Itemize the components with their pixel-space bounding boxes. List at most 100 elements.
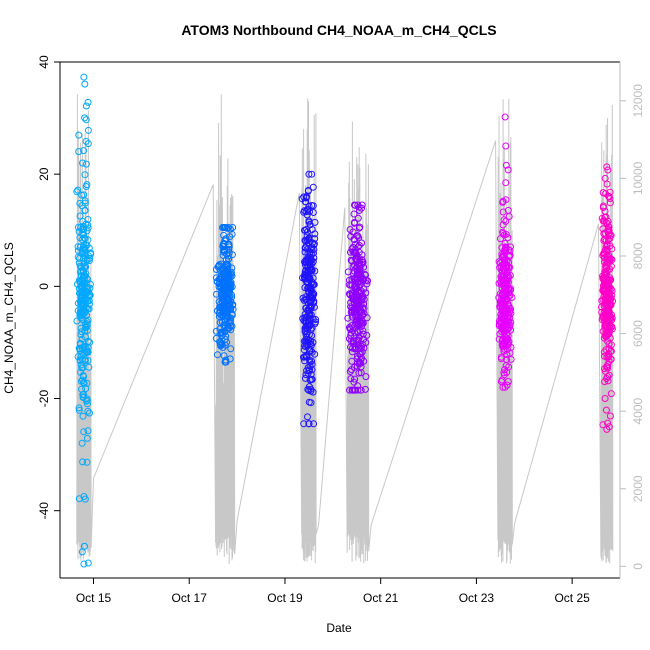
data-point <box>304 413 311 421</box>
data-point <box>499 197 507 205</box>
data-point <box>599 421 607 429</box>
y2-tick-label: 2000 <box>631 475 645 502</box>
data-point <box>83 434 91 442</box>
data-point <box>599 275 607 283</box>
data-point <box>604 235 612 243</box>
data-point <box>227 345 235 353</box>
series-5 <box>495 113 516 391</box>
data-point <box>351 218 358 226</box>
y-tick-label: -40 <box>37 502 51 520</box>
data-point <box>304 338 312 346</box>
data-point <box>346 386 354 394</box>
y-tick-label: -20 <box>37 390 51 408</box>
data-point <box>505 213 513 220</box>
data-point <box>501 304 509 312</box>
data-point <box>357 289 365 297</box>
data-point <box>80 147 88 155</box>
data-point <box>350 210 358 218</box>
data-point <box>604 166 612 174</box>
data-point <box>82 263 90 271</box>
data-point <box>306 283 314 291</box>
data-point <box>306 347 314 355</box>
data-point <box>351 248 359 256</box>
data-point <box>302 258 310 266</box>
data-point <box>218 331 226 339</box>
data-point <box>217 329 225 337</box>
y2-tick-label: 12000 <box>631 84 645 118</box>
x-tick-label: Oct 15 <box>76 591 112 605</box>
data-point <box>214 351 221 359</box>
data-point <box>349 337 357 345</box>
data-point <box>77 331 85 338</box>
data-point <box>603 180 611 188</box>
data-point <box>309 239 316 247</box>
data-point <box>602 406 610 414</box>
data-point <box>306 258 314 266</box>
data-point <box>84 427 92 435</box>
data-point <box>504 309 512 317</box>
data-point <box>500 345 508 353</box>
data-point <box>216 325 224 333</box>
y-tick-label: 20 <box>37 167 51 181</box>
data-point <box>82 160 90 168</box>
data-point <box>306 266 314 274</box>
data-point <box>83 327 91 335</box>
data-point <box>306 258 314 266</box>
data-point <box>312 316 320 323</box>
data-point <box>504 234 512 242</box>
data-point <box>608 323 616 331</box>
data-point <box>360 344 368 352</box>
y-tick-label: 40 <box>37 55 51 69</box>
series-3 <box>298 170 320 428</box>
data-point <box>85 252 92 260</box>
data-point <box>358 293 366 300</box>
data-point <box>507 326 515 334</box>
data-point <box>356 223 364 231</box>
data-point <box>79 223 87 230</box>
y-tick-label: 0 <box>37 283 51 290</box>
data-point <box>347 248 354 256</box>
data-point <box>606 412 614 420</box>
altitude-trace <box>76 94 614 565</box>
data-points <box>73 73 616 568</box>
data-point <box>79 372 87 379</box>
data-point <box>601 367 609 375</box>
y2-tick-label: 0 <box>631 563 645 570</box>
x-tick-label: Oct 23 <box>459 591 495 605</box>
data-point <box>501 280 509 287</box>
data-point <box>78 236 86 244</box>
data-point <box>85 363 93 371</box>
data-point <box>499 307 507 315</box>
data-point <box>599 272 607 280</box>
data-point <box>79 458 87 466</box>
data-point <box>502 296 510 304</box>
data-point <box>219 240 227 248</box>
data-point <box>498 272 505 280</box>
data-point <box>364 277 372 285</box>
data-point <box>86 284 94 292</box>
data-point <box>602 315 610 323</box>
x-tick-label: Oct 25 <box>554 591 590 605</box>
data-point <box>81 262 89 270</box>
data-point <box>604 377 612 385</box>
data-point <box>600 237 608 244</box>
data-point <box>303 277 311 285</box>
data-point <box>601 207 609 215</box>
data-point <box>76 254 83 262</box>
data-point <box>601 268 609 276</box>
data-point <box>358 256 366 264</box>
data-point <box>501 342 509 350</box>
data-point <box>352 296 360 304</box>
data-point <box>301 324 309 332</box>
data-point <box>81 114 89 122</box>
data-point <box>78 292 86 300</box>
data-point <box>220 284 228 292</box>
data-point <box>74 247 82 255</box>
data-point <box>497 319 505 327</box>
data-point <box>604 361 612 368</box>
data-point <box>82 116 90 124</box>
data-point <box>359 319 367 327</box>
data-point <box>84 344 92 352</box>
data-point <box>603 259 611 267</box>
data-point <box>349 386 357 394</box>
